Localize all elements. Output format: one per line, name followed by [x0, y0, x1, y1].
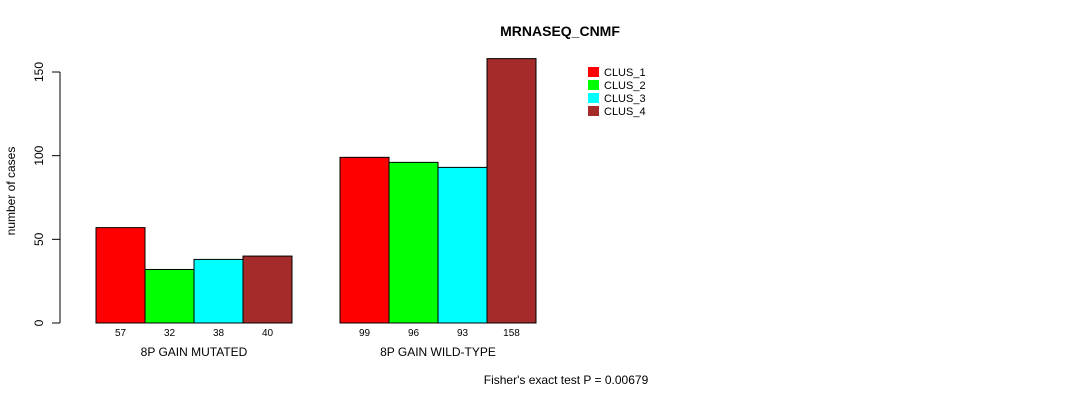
group-labels: 8P GAIN MUTATED 8P GAIN WILD-TYPE — [141, 345, 496, 359]
count-labels: 57 32 38 40 99 96 93 158 — [115, 328, 520, 339]
bar-clus-1-group-1 — [95, 227, 146, 324]
bar-clus-3-group-1 — [193, 258, 244, 324]
count-label: 99 — [359, 328, 371, 339]
bar-clus-2-group-2 — [388, 161, 439, 324]
count-label: 38 — [213, 328, 225, 339]
count-label: 96 — [408, 328, 420, 339]
bar-clus-3-group-2 — [437, 166, 488, 324]
legend-label: CLUS_4 — [604, 106, 646, 118]
legend-label: CLUS_2 — [604, 80, 646, 92]
bar-clus-4-group-1 — [242, 255, 293, 324]
count-label: 57 — [115, 328, 127, 339]
group-label: 8P GAIN MUTATED — [141, 345, 248, 359]
chart-title: MRNASEQ_CNMF — [500, 23, 620, 39]
legend-swatch — [588, 67, 599, 77]
legend-swatch — [588, 80, 599, 90]
fisher-test-footnote: Fisher's exact test P = 0.00679 — [484, 373, 649, 387]
bars — [95, 58, 537, 324]
y-axis: 0 50 100 150 — [32, 62, 61, 326]
count-label: 93 — [457, 328, 469, 339]
legend-swatch — [588, 106, 599, 116]
bar-clus-4-group-2 — [486, 58, 537, 324]
y-tick-label: 0 — [32, 319, 46, 326]
y-tick-label: 150 — [32, 62, 46, 82]
y-tick-label: 100 — [32, 145, 46, 165]
count-label: 32 — [164, 328, 176, 339]
bar-clus-2-group-1 — [144, 268, 195, 324]
y-tick-label: 50 — [32, 232, 46, 246]
count-label: 158 — [503, 328, 520, 339]
legend-swatch — [588, 93, 599, 103]
bar-clus-1-group-2 — [339, 156, 390, 324]
count-label: 40 — [262, 328, 274, 339]
group-label: 8P GAIN WILD-TYPE — [380, 345, 496, 359]
y-axis-label: number of cases — [4, 147, 18, 236]
legend-label: CLUS_1 — [604, 67, 646, 79]
legend-label: CLUS_3 — [604, 93, 646, 105]
